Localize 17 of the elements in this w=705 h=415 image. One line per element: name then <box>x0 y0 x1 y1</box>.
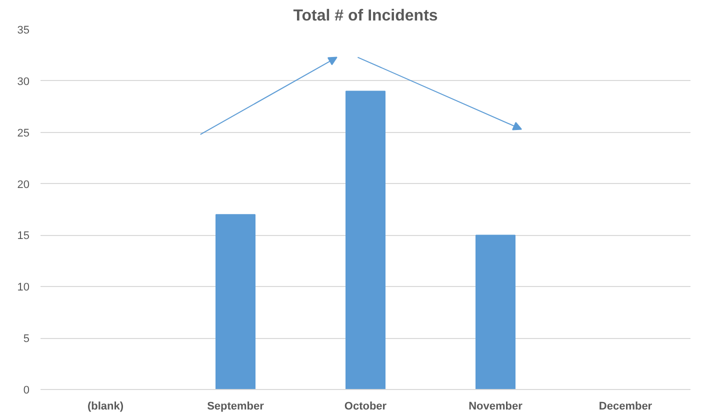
bar <box>476 234 516 390</box>
y-tick-label: 5 <box>23 333 30 346</box>
y-tick-label: 30 <box>17 76 30 88</box>
x-tick-label: September <box>207 400 265 412</box>
y-tick-label: 35 <box>17 24 30 36</box>
x-tick-label: November <box>468 400 524 412</box>
x-tick-label: December <box>598 400 653 412</box>
y-tick-label: 0 <box>23 384 30 396</box>
chart-title: Total # of Incidents <box>293 8 438 24</box>
bar <box>216 214 256 390</box>
x-tick-label: (blank) <box>87 400 124 412</box>
y-tick-label: 25 <box>17 127 30 140</box>
y-tick-label: 15 <box>17 230 30 242</box>
y-tick-label: 10 <box>17 282 30 294</box>
y-tick-label: 20 <box>17 178 30 191</box>
x-tick-label: October <box>344 400 388 412</box>
bar <box>346 90 386 390</box>
